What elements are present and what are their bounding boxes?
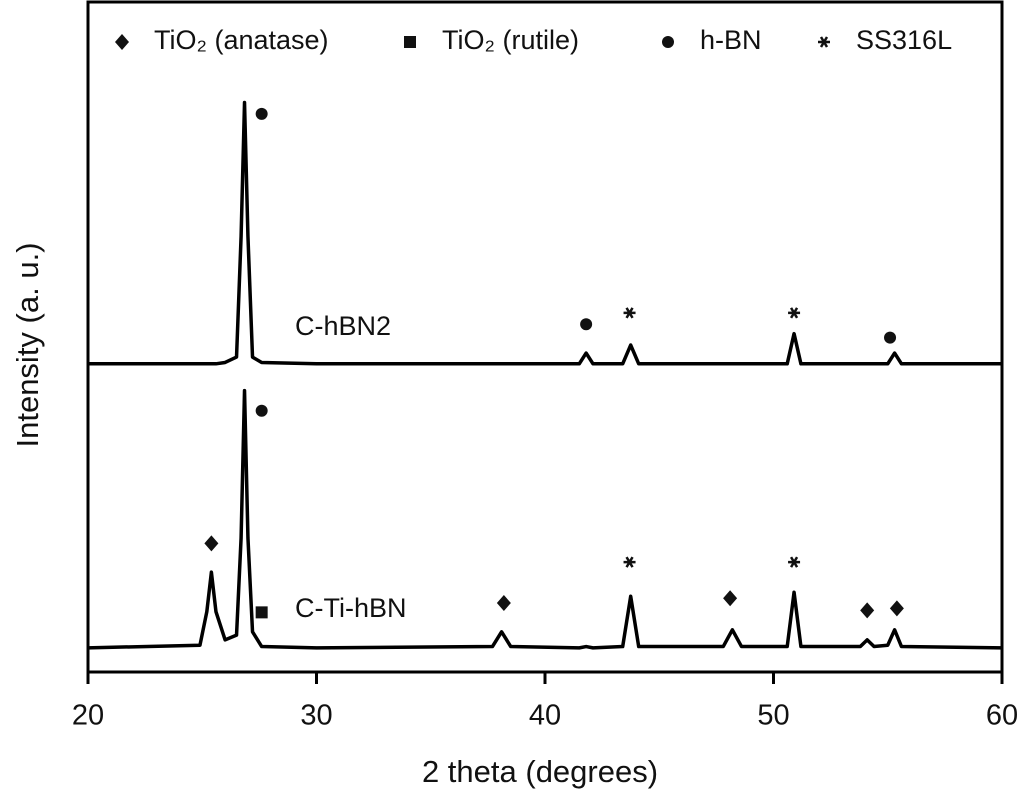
phase-marker <box>884 331 897 344</box>
legend-symbol <box>115 34 129 50</box>
legend-symbol <box>662 36 674 48</box>
legend-symbol <box>404 36 416 48</box>
phase-marker <box>623 307 636 319</box>
phase-marker <box>204 535 219 552</box>
phase-marker <box>580 318 593 331</box>
phase-marker <box>255 404 268 417</box>
x-tick-label: 30 <box>300 700 332 732</box>
x-tick-label: 20 <box>72 700 104 732</box>
phase-marker <box>788 307 801 319</box>
phase-marker <box>788 556 801 568</box>
phase-marker <box>255 107 268 120</box>
legend-label: TiO₂ (anatase) <box>154 25 329 55</box>
legend-label: h-BN <box>700 25 762 55</box>
spectrum-line <box>88 100 1002 366</box>
legend-label: SS316L <box>856 25 952 55</box>
x-axis-label: 2 theta (degrees) <box>422 754 658 789</box>
phase-marker <box>860 602 875 619</box>
x-tick-label: 40 <box>529 700 561 732</box>
phase-marker <box>723 590 738 607</box>
legend-symbol <box>818 36 830 48</box>
y-axis-label: Intensity (a. u.) <box>10 242 45 447</box>
x-tick-label: 60 <box>986 700 1018 732</box>
plot-frame <box>86 0 1004 674</box>
spectrum-line <box>87 388 1003 650</box>
phase-marker <box>889 600 904 617</box>
phase-marker <box>623 556 636 568</box>
legend-label: TiO₂ (rutile) <box>442 25 579 55</box>
series-label: C-Ti-hBN <box>295 593 407 623</box>
x-tick-label: 50 <box>757 700 789 732</box>
phase-marker <box>255 606 268 619</box>
phase-marker <box>496 594 511 611</box>
series-label: C-hBN2 <box>295 311 391 341</box>
